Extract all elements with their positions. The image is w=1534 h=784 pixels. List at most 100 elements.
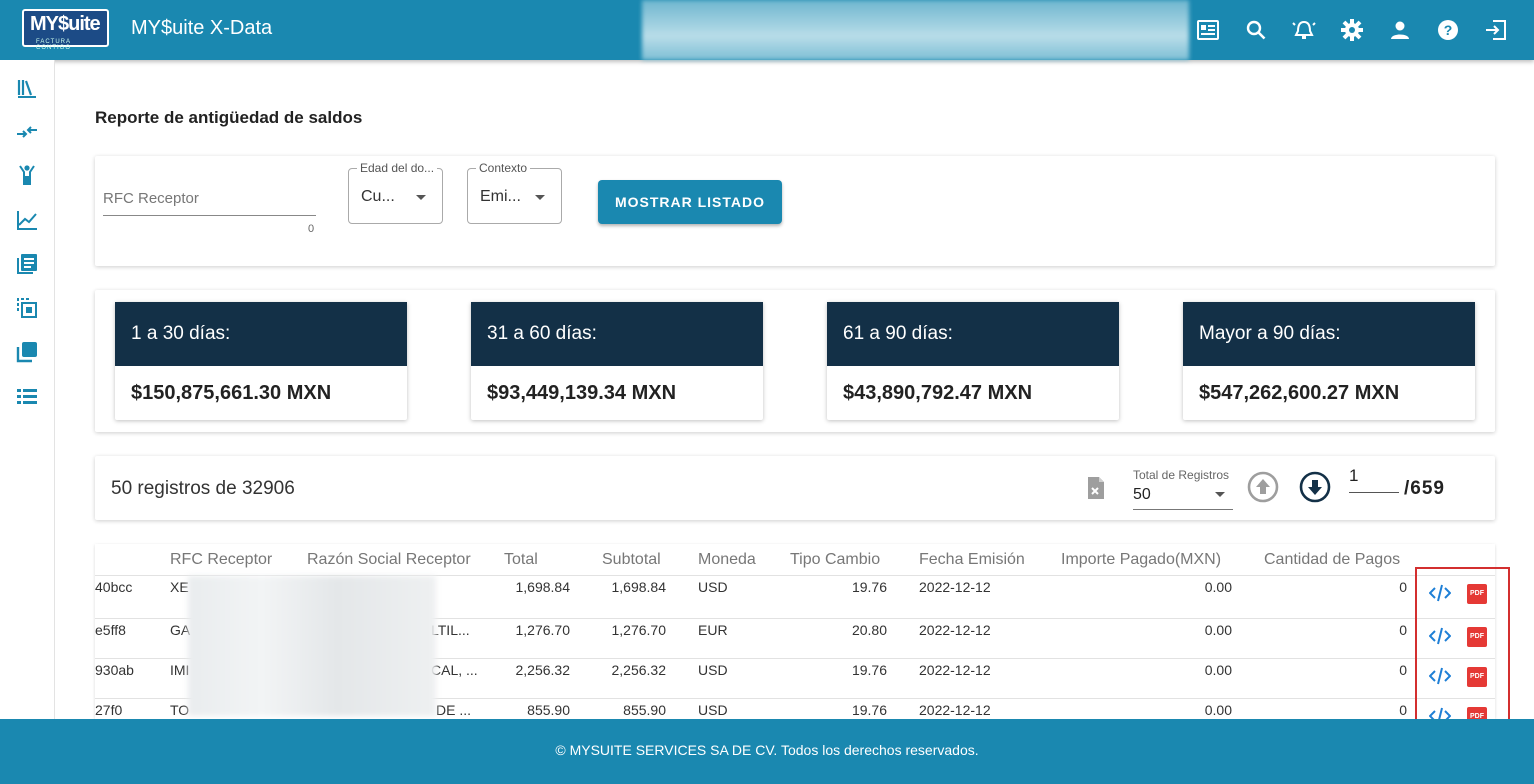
row-divider — [95, 658, 1495, 659]
pdf-icon[interactable]: PDF — [1467, 584, 1487, 604]
results-table: RFC Receptor Razón Social Receptor Total… — [95, 544, 1495, 719]
chevron-down-icon[interactable] — [1215, 492, 1225, 497]
page-total: /659 — [1404, 478, 1445, 499]
page-number-input[interactable]: 1 — [1349, 466, 1359, 485]
compare-arrows-icon[interactable] — [16, 121, 38, 143]
alarm-icon[interactable] — [1280, 6, 1328, 54]
cell-fecha: 2022-12-12 — [919, 702, 991, 718]
search-icon[interactable] — [1232, 6, 1280, 54]
document-list-icon[interactable] — [16, 253, 38, 275]
logo-tagline: FACTURA CONTIGO — [36, 39, 71, 51]
bucket-1-30: 1 a 30 días: $150,875,661.30 MXN — [115, 302, 407, 420]
xml-code-icon[interactable] — [1428, 705, 1452, 719]
mostrar-listado-button[interactable]: MOSTRAR LISTADO — [598, 180, 782, 224]
person-icon[interactable] — [16, 164, 38, 186]
bucket-61-90: 61 a 90 días: $43,890,792.47 MXN — [827, 302, 1119, 420]
page-title: Reporte de antigüedad de saldos — [95, 108, 363, 127]
top-toolbar: ? — [1184, 0, 1520, 60]
pdf-icon[interactable]: PDF — [1467, 627, 1487, 647]
th-subtotal[interactable]: Subtotal — [602, 551, 661, 568]
cell-fecha: 2022-12-12 — [919, 579, 991, 595]
th-rfc-receptor[interactable]: RFC Receptor — [170, 551, 273, 568]
th-fecha-emision[interactable]: Fecha Emisión — [919, 551, 1025, 568]
cell-moneda: USD — [698, 579, 728, 595]
arrow-down-circle-icon[interactable] — [1298, 470, 1332, 504]
cell-cantidad: 0 — [1399, 622, 1407, 638]
total-registros-underline — [1133, 509, 1233, 510]
contexto-label: Contexto — [476, 161, 531, 175]
cell-id: 930ab — [95, 662, 134, 678]
cell-importe: 0.00 — [1204, 579, 1232, 595]
edad-documento-value: Cu... — [361, 188, 395, 205]
rfc-char-counter: 0 — [308, 223, 315, 235]
svg-text:?: ? — [1444, 22, 1453, 38]
cell-razon: CAL, ... — [431, 662, 478, 678]
edad-documento-select[interactable]: Edad del do... Cu... — [348, 161, 443, 224]
help-icon[interactable]: ? — [1424, 6, 1472, 54]
cell-moneda: USD — [698, 702, 728, 718]
rfc-receptor-placeholder: RFC Receptor — [103, 190, 199, 207]
cell-tipo-cambio: 19.76 — [851, 579, 887, 595]
bucket-label: 61 a 90 días: — [827, 302, 1119, 366]
row-divider — [95, 618, 1495, 619]
blurred-company-name — [642, 0, 1189, 60]
cell-subtotal: 2,256.32 — [611, 662, 667, 678]
bucket-label: Mayor a 90 días: — [1183, 302, 1475, 366]
total-registros-value[interactable]: 50 — [1133, 486, 1151, 503]
pdf-icon[interactable]: PDF — [1467, 667, 1487, 687]
user-icon[interactable] — [1376, 6, 1424, 54]
pdf-icon[interactable]: PDF — [1467, 707, 1487, 719]
cell-razon: LTIL... — [431, 622, 470, 638]
logo-text: MY$uite — [30, 13, 101, 35]
cell-subtotal: 1,698.84 — [611, 579, 667, 595]
blurred-private-data — [188, 576, 436, 716]
chevron-down-icon — [416, 195, 426, 200]
stacked-pages-icon[interactable] — [16, 341, 38, 363]
page-input-underline — [1349, 492, 1399, 493]
xml-code-icon[interactable] — [1428, 665, 1452, 687]
chart-line-icon[interactable] — [16, 209, 38, 231]
cell-importe: 0.00 — [1204, 662, 1232, 678]
xml-code-icon[interactable] — [1428, 582, 1452, 604]
bucket-label: 1 a 30 días: — [115, 302, 407, 366]
news-icon[interactable] — [1184, 6, 1232, 54]
cell-total: 1,698.84 — [515, 579, 571, 595]
th-tipo-cambio[interactable]: Tipo Cambio — [790, 551, 881, 568]
th-cantidad-pagos[interactable]: Cantidad de Pagos — [1264, 551, 1401, 568]
chevron-down-icon — [535, 195, 545, 200]
cell-importe: 0.00 — [1204, 622, 1232, 638]
th-total[interactable]: Total — [504, 551, 538, 568]
contexto-select[interactable]: Contexto Emi... — [467, 161, 562, 224]
th-moneda[interactable]: Moneda — [698, 551, 756, 568]
pager-card: 50 registros de 32906 Total de Registros… — [95, 456, 1495, 520]
cell-cantidad: 0 — [1399, 702, 1407, 718]
cell-id: e5ff8 — [95, 622, 126, 638]
cell-rfc: IMI — [170, 662, 190, 678]
row-divider — [95, 698, 1495, 699]
th-importe-pagado[interactable]: Importe Pagado(MXN) — [1061, 551, 1222, 568]
select-copy-icon[interactable] — [16, 297, 38, 319]
bucket-label: 31 a 60 días: — [471, 302, 763, 366]
logo[interactable]: MY$uite FACTURA CONTIGO — [22, 9, 109, 51]
logout-icon[interactable] — [1472, 6, 1520, 54]
th-razon-social[interactable]: Razón Social Receptor — [307, 551, 471, 568]
bucket-over-90: Mayor a 90 días: $547,262,600.27 MXN — [1183, 302, 1475, 420]
records-count: 50 registros de 32906 — [111, 478, 295, 499]
bucket-amount: $150,875,661.30 MXN — [131, 382, 332, 404]
gear-icon[interactable] — [1328, 6, 1376, 54]
cell-rfc: TO — [170, 702, 190, 718]
library-icon[interactable] — [16, 77, 38, 99]
export-file-icon[interactable] — [1085, 476, 1109, 500]
total-registros-label: Total de Registros — [1133, 468, 1230, 482]
cell-total: 855.90 — [527, 702, 570, 718]
xml-code-icon[interactable] — [1428, 625, 1452, 647]
cell-moneda: EUR — [698, 622, 728, 638]
list-icon[interactable] — [16, 385, 38, 407]
bucket-amount: $547,262,600.27 MXN — [1199, 382, 1400, 404]
cell-tipo-cambio: 20.80 — [851, 622, 887, 638]
cell-cantidad: 0 — [1399, 662, 1407, 678]
arrow-up-circle-icon[interactable] — [1246, 470, 1280, 504]
bucket-amount: $43,890,792.47 MXN — [843, 382, 1033, 404]
cell-total: 1,276.70 — [515, 622, 571, 638]
rfc-input-underline — [103, 215, 316, 216]
